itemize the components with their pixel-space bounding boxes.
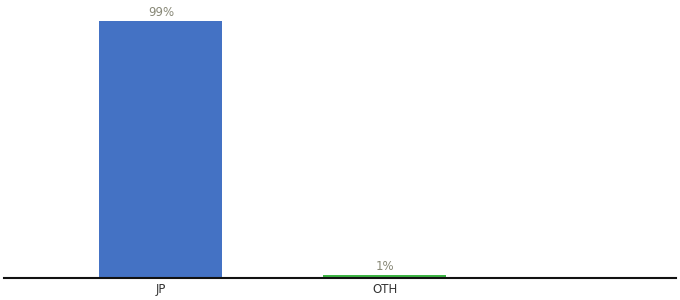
Text: 1%: 1% [375, 260, 394, 273]
Bar [323, 275, 446, 278]
Bar [99, 21, 222, 278]
Text: 99%: 99% [148, 6, 174, 19]
